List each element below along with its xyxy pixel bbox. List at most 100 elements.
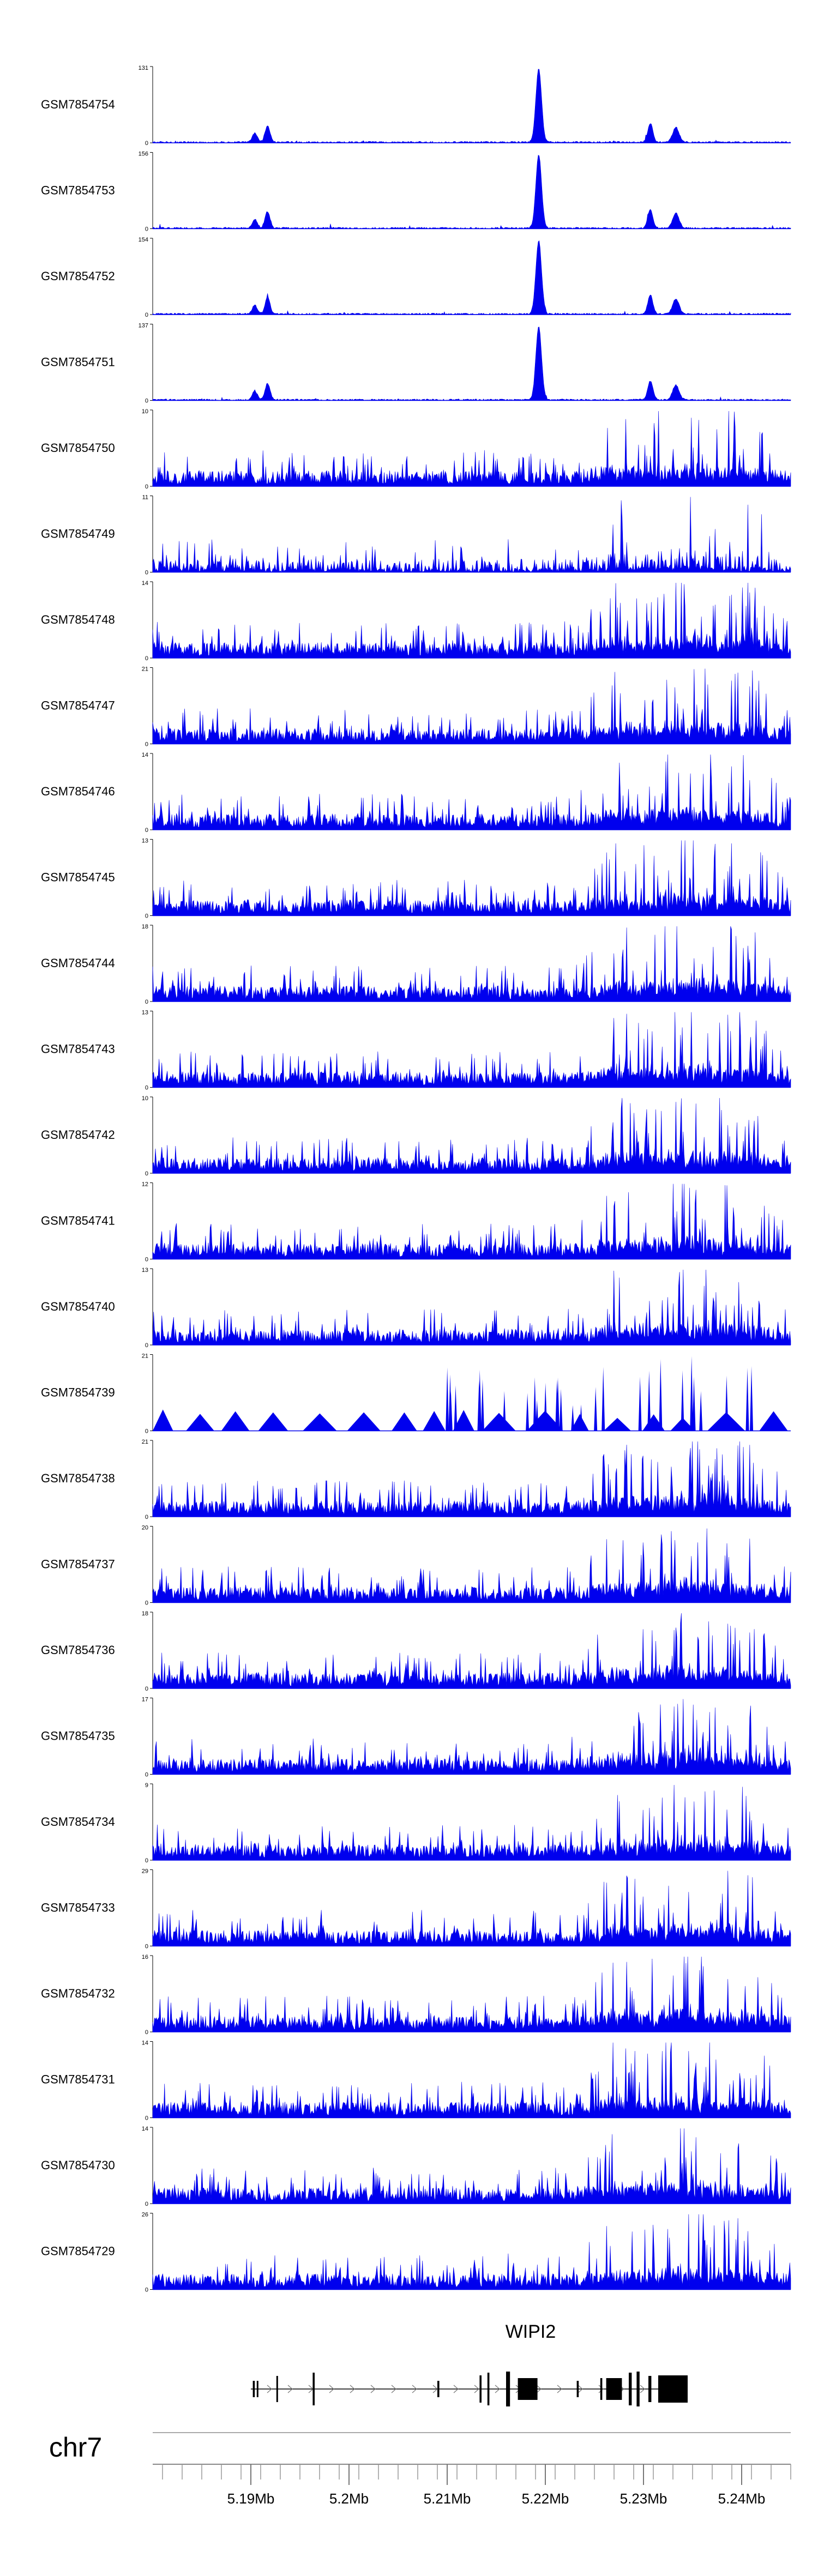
y-tick-label-max: 9 bbox=[145, 1782, 148, 1789]
track-GSM7854749: GSM7854749 11 0 bbox=[41, 494, 791, 576]
y-tick-label-zero: 0 bbox=[145, 1257, 148, 1263]
track-GSM7854729: GSM7854729 26 0 bbox=[41, 2212, 791, 2294]
y-tick-label-max: 131 bbox=[139, 65, 148, 71]
y-tick-label-zero: 0 bbox=[145, 1342, 148, 1349]
signal-spike bbox=[477, 1380, 481, 1431]
signal-triangle bbox=[303, 1413, 337, 1431]
track-label: GSM7854748 bbox=[41, 613, 115, 626]
signal-area bbox=[152, 2214, 791, 2290]
track-label: GSM7854743 bbox=[41, 1042, 115, 1056]
signal-spike bbox=[449, 1391, 453, 1431]
signal-spike bbox=[502, 1391, 506, 1431]
signal-triangle bbox=[453, 1410, 474, 1431]
signal-triangle bbox=[482, 1413, 516, 1431]
track-GSM7854733: GSM7854733 29 0 bbox=[41, 1868, 791, 1950]
gene-exon bbox=[648, 2376, 652, 2402]
signal-area bbox=[152, 69, 791, 143]
signal-spike bbox=[594, 1387, 598, 1431]
signal-area bbox=[152, 754, 791, 830]
signal-triangle bbox=[347, 1412, 381, 1431]
y-tick-label-max: 18 bbox=[142, 924, 148, 930]
x-axis: 5.19Mb 5.2Mb 5.21Mb 5.22Mb 5.23Mb 5.24Mb bbox=[153, 2464, 791, 2507]
track-GSM7854731: GSM7854731 14 0 bbox=[41, 2040, 791, 2122]
y-tick-label-zero: 0 bbox=[145, 2115, 148, 2122]
signal-area bbox=[152, 411, 791, 487]
signal-area bbox=[152, 497, 791, 573]
strand-chevron bbox=[474, 2385, 479, 2393]
y-tick-label-zero: 0 bbox=[145, 1171, 148, 1177]
signal-spike bbox=[559, 1389, 563, 1431]
track-label: GSM7854745 bbox=[41, 871, 115, 884]
chromosome-label: chr7 bbox=[49, 2432, 102, 2463]
y-tick-label-max: 156 bbox=[139, 151, 148, 158]
y-tick-label-max: 154 bbox=[139, 237, 148, 243]
strand-chevron bbox=[287, 2385, 293, 2393]
track-GSM7854753: GSM7854753 156 0 bbox=[41, 151, 791, 233]
y-tick-label-max: 14 bbox=[142, 2126, 148, 2132]
track-label: GSM7854754 bbox=[41, 98, 115, 111]
strand-chevron bbox=[578, 2385, 583, 2393]
strand-chevron bbox=[598, 2385, 604, 2393]
signal-spike bbox=[446, 1367, 449, 1431]
x-tick-label: 5.23Mb bbox=[620, 2490, 667, 2507]
track-label: GSM7854744 bbox=[41, 956, 115, 970]
track-label: GSM7854729 bbox=[41, 2245, 115, 2258]
x-tick-label: 5.2Mb bbox=[329, 2490, 369, 2507]
signal-area bbox=[152, 1097, 791, 1174]
gene-exon bbox=[506, 2372, 510, 2406]
signal-spike bbox=[647, 1370, 651, 1431]
track-label: GSM7854749 bbox=[41, 527, 115, 541]
y-tick-label-max: 12 bbox=[142, 1181, 148, 1188]
track-label: GSM7854740 bbox=[41, 1300, 115, 1313]
y-tick-label-zero: 0 bbox=[145, 1772, 148, 1778]
track-GSM7854747: GSM7854747 21 0 bbox=[41, 666, 791, 748]
y-tick-label-max: 21 bbox=[142, 1439, 148, 1445]
signal-area bbox=[152, 1871, 791, 1946]
track-label: GSM7854730 bbox=[41, 2158, 115, 2172]
y-tick-label-zero: 0 bbox=[145, 999, 148, 1005]
signal-spike bbox=[699, 1391, 703, 1431]
gene-name: WIPI2 bbox=[506, 2321, 556, 2342]
signal-area bbox=[152, 1956, 791, 2032]
track-GSM7854730: GSM7854730 14 0 bbox=[41, 2126, 791, 2207]
signal-area bbox=[152, 1441, 791, 1517]
signal-area bbox=[152, 1613, 791, 1689]
y-tick-label-max: 14 bbox=[142, 752, 148, 758]
signal-triangle bbox=[423, 1411, 446, 1431]
track-GSM7854735: GSM7854735 17 0 bbox=[41, 1697, 791, 1778]
track-GSM7854748: GSM7854748 14 0 bbox=[41, 580, 791, 662]
y-tick-label-zero: 0 bbox=[145, 1514, 148, 1521]
y-tick-label-max: 16 bbox=[142, 1954, 148, 1960]
signal-triangle bbox=[258, 1412, 288, 1431]
track-GSM7854738: GSM7854738 21 0 bbox=[41, 1439, 791, 1521]
signal-area bbox=[152, 2128, 791, 2204]
y-tick-label-max: 14 bbox=[142, 2040, 148, 2047]
y-tick-label-zero: 0 bbox=[145, 2201, 148, 2207]
track-label: GSM7854737 bbox=[41, 1558, 115, 1571]
track-label: GSM7854733 bbox=[41, 1901, 115, 1915]
strand-chevron bbox=[370, 2385, 376, 2393]
signal-area bbox=[152, 1012, 791, 1088]
signal-triangle bbox=[604, 1417, 631, 1431]
gene-exon bbox=[276, 2376, 278, 2402]
track-GSM7854752: GSM7854752 154 0 bbox=[41, 237, 791, 318]
y-tick-label-max: 13 bbox=[142, 1010, 148, 1016]
y-tick-label-max: 26 bbox=[142, 2212, 148, 2218]
track-label: GSM7854738 bbox=[41, 1471, 115, 1485]
signal-area bbox=[152, 1699, 791, 1775]
y-tick-label-zero: 0 bbox=[145, 398, 148, 405]
track-label: GSM7854747 bbox=[41, 699, 115, 713]
y-tick-label-max: 14 bbox=[142, 580, 148, 587]
strand-chevron bbox=[329, 2385, 334, 2393]
signal-spike bbox=[533, 1377, 537, 1431]
y-tick-label-max: 13 bbox=[142, 1267, 148, 1274]
track-GSM7854751: GSM7854751 137 0 bbox=[41, 323, 791, 405]
signal-area bbox=[152, 1784, 791, 1861]
signal-area bbox=[152, 1184, 791, 1259]
signal-spike bbox=[571, 1405, 575, 1431]
y-tick-label-zero: 0 bbox=[145, 1944, 148, 1950]
strand-chevron bbox=[557, 2385, 562, 2393]
gene-exon bbox=[518, 2378, 538, 2400]
signal-spike bbox=[535, 1399, 539, 1431]
